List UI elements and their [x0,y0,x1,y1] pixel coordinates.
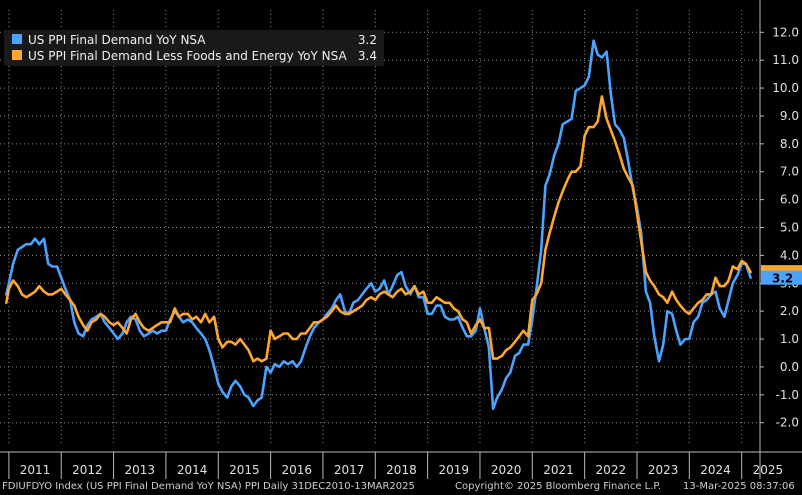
last-value-tag-label: 3.2 [772,272,793,286]
legend-label: US PPI Final Demand Less Foods and Energ… [28,49,347,63]
x-tick-label: 2023 [648,463,679,477]
legend-swatch [12,50,22,60]
y-tick-label: 6.0 [780,193,799,207]
legend-label: US PPI Final Demand YoY NSA [28,33,206,47]
y-tick-label: 11.0 [772,53,799,67]
y-tick-label: 2.0 [780,304,799,318]
series-line [5,95,752,363]
x-tick-label: 2020 [491,463,522,477]
legend: US PPI Final Demand YoY NSA 3.2 US PPI Fin… [4,30,384,66]
series-line [5,39,752,411]
line-chart: 2011 2012 2013 2014 2015 2016 2017 2018 2019 2020… [0,0,802,479]
last-value-tag [761,270,802,285]
series-layer [5,39,752,411]
footer: FDIUFDYO Index (US PPI Final Demand YoY … [0,479,802,495]
x-tick-label: 2016 [282,463,313,477]
x-tick-label: 2018 [386,463,417,477]
y-tick-label: 0.0 [780,360,799,374]
y-tick-label: 4.0 [780,248,799,262]
footer-source: FDIUFDYO Index (US PPI Final Demand YoY … [2,481,415,492]
x-tick-label: 2011 [20,463,51,477]
x-tick-label: 2015 [229,463,260,477]
footer-timestamp: 13-Mar-2025 08:37:06 [683,481,795,492]
y-tick-label: 10.0 [772,81,799,95]
legend-swatch [12,34,22,44]
last-value-tags: 3.2 [761,265,802,286]
y-tick-label: 9.0 [780,109,799,123]
y-tick-label: -1.0 [776,388,799,402]
x-tick-label: 2017 [334,463,365,477]
x-tick-label: 2024 [700,463,731,477]
x-tick-label: 2014 [177,463,208,477]
y-tick-label: 7.0 [780,165,799,179]
x-tick-label: 2022 [596,463,627,477]
y-tick-label: 5.0 [780,221,799,235]
chart-background [0,0,802,479]
y-tick-label: 8.0 [780,137,799,151]
x-tick-label: 2025 [753,463,784,477]
x-tick-label: 2021 [543,463,574,477]
y-axis: -2.0-1.00.01.02.03.04.05.06.07.08.09.010… [759,0,799,479]
x-tick-label: 2012 [72,463,103,477]
y-tick-label: 1.0 [780,332,799,346]
footer-copyright: Copyright© 2025 Bloomberg Finance L.P. [455,481,662,492]
y-tick-label: -2.0 [776,416,799,430]
legend-box [4,30,384,66]
legend-last-value: 3.2 [358,33,377,47]
x-tick-label: 2013 [124,463,155,477]
x-tick-label: 2019 [439,463,470,477]
legend-last-value: 3.4 [358,49,377,63]
y-tick-label: 12.0 [772,25,799,39]
